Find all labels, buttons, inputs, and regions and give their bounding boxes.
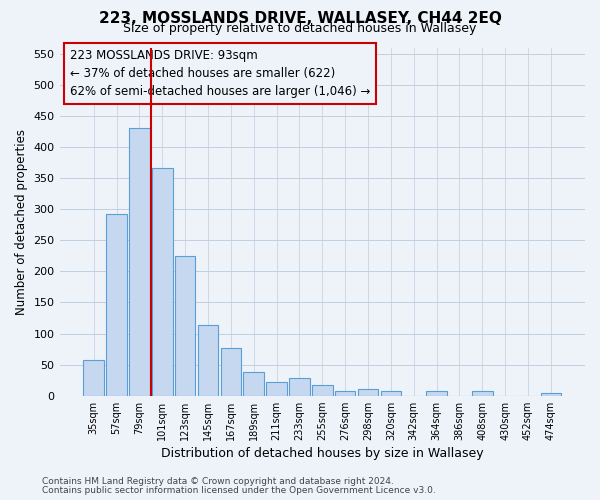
Bar [175, 256, 196, 396]
Text: 223 MOSSLANDS DRIVE: 93sqm
← 37% of detached houses are smaller (622)
62% of sem: 223 MOSSLANDS DRIVE: 93sqm ← 37% of deta… [70, 49, 370, 98]
Bar [472, 392, 493, 396]
Bar [266, 382, 287, 396]
Bar [426, 390, 447, 396]
Text: 223, MOSSLANDS DRIVE, WALLASEY, CH44 2EQ: 223, MOSSLANDS DRIVE, WALLASEY, CH44 2EQ [98, 11, 502, 26]
Text: Contains public sector information licensed under the Open Government Licence v3: Contains public sector information licen… [42, 486, 436, 495]
X-axis label: Distribution of detached houses by size in Wallasey: Distribution of detached houses by size … [161, 447, 484, 460]
Bar [289, 378, 310, 396]
Bar [106, 214, 127, 396]
Bar [129, 128, 150, 396]
Bar [312, 384, 332, 396]
Bar [541, 392, 561, 396]
Bar [83, 360, 104, 396]
Bar [198, 326, 218, 396]
Bar [244, 372, 264, 396]
Text: Size of property relative to detached houses in Wallasey: Size of property relative to detached ho… [124, 22, 476, 35]
Text: Contains HM Land Registry data © Crown copyright and database right 2024.: Contains HM Land Registry data © Crown c… [42, 477, 394, 486]
Bar [380, 390, 401, 396]
Bar [152, 168, 173, 396]
Y-axis label: Number of detached properties: Number of detached properties [15, 128, 28, 314]
Bar [358, 390, 378, 396]
Bar [335, 390, 355, 396]
Bar [221, 348, 241, 396]
